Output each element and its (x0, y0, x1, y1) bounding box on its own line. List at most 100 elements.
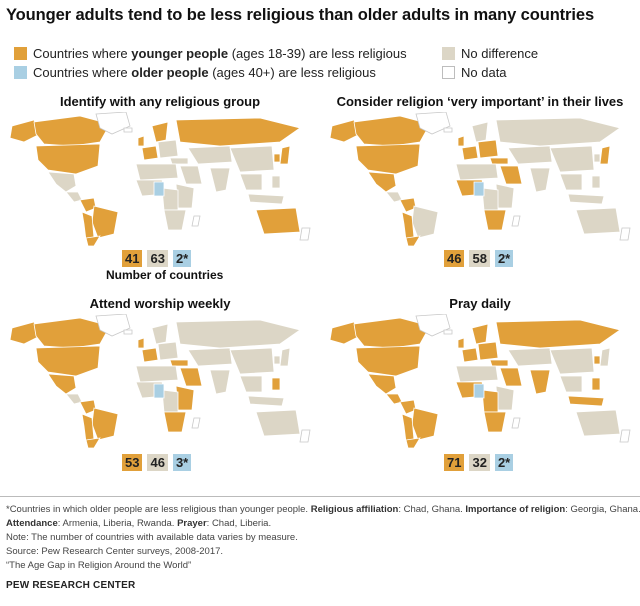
panel-title-importance: Consider religion ‘very important’ in th… (336, 94, 624, 109)
region-greenland (415, 314, 451, 337)
region-northafrica (455, 163, 499, 181)
counts-prayer: 71 32 2* (444, 454, 514, 471)
legend-older: Countries where older people (ages 40+) … (14, 65, 376, 80)
region-uk (137, 135, 145, 147)
region-usa (355, 143, 421, 175)
region-easteu (477, 139, 499, 159)
region-nz (299, 429, 311, 443)
region-brazil (411, 205, 439, 239)
region-seasia (239, 375, 263, 393)
region-chadghana (153, 181, 165, 197)
region-mexico (367, 373, 397, 395)
region-iceland (443, 127, 453, 133)
region-andes (401, 413, 415, 443)
region-southafrica (163, 209, 187, 231)
region-southcone (85, 437, 101, 449)
region-mideast (179, 165, 203, 185)
note-asterisk-text: *Countries in which older people are les… (6, 504, 311, 515)
legend-no-data-label: No data (461, 65, 507, 80)
note-importance-label: Importance of religion (465, 504, 566, 515)
region-philippines (591, 175, 601, 189)
note-attendance-countries: : Armenia, Liberia, Rwanda. (57, 518, 178, 529)
legend-no-data: No data (442, 65, 507, 80)
region-russia (495, 319, 621, 349)
region-chadghana (153, 383, 165, 399)
legend-older-suffix: (ages 40+) are less religious (212, 65, 376, 80)
region-canada (353, 317, 431, 349)
map-identify (9, 112, 311, 247)
region-russia (175, 117, 301, 147)
map-prayer (329, 314, 631, 449)
region-korea (593, 153, 601, 163)
region-korea (273, 355, 281, 365)
region-philippines (591, 377, 601, 391)
region-usa (35, 143, 101, 175)
legend-younger-prefix: Countries where (33, 46, 128, 61)
region-westeu (141, 347, 159, 363)
count-no-difference: 46 (147, 454, 168, 471)
region-nz (619, 429, 631, 443)
region-indonesia (567, 395, 605, 407)
region-scand (471, 323, 489, 345)
region-canada (33, 115, 111, 147)
note-importance-countries: : Georgia, Ghana. (565, 504, 640, 515)
region-southcone (405, 437, 421, 449)
legend-younger-suffix: (ages 18-39) are less religious (231, 46, 407, 61)
region-korea (593, 355, 601, 365)
region-madagascar (511, 215, 521, 227)
region-canada (33, 317, 111, 349)
count-older: 2* (494, 454, 514, 471)
region-china (229, 347, 275, 375)
region-northafrica (135, 365, 179, 383)
region-madagascar (191, 215, 201, 227)
region-centralasia (507, 145, 553, 165)
region-russia (495, 117, 621, 147)
counts-label: Number of countries (106, 268, 224, 282)
region-alaska (9, 321, 41, 345)
region-madagascar (191, 417, 201, 429)
region-greenland (415, 112, 451, 135)
region-greenland (95, 314, 131, 337)
region-nz (299, 227, 311, 241)
note-prayer-label: Prayer (177, 518, 207, 529)
note-line-1: *Countries in which older people are les… (6, 504, 640, 515)
count-no-difference: 32 (469, 454, 490, 471)
region-easteu (157, 139, 179, 159)
legend-swatch-no-difference (442, 47, 455, 60)
region-japan (599, 347, 611, 367)
region-easteu (477, 341, 499, 361)
region-centralam (385, 191, 403, 203)
region-centralam (385, 393, 403, 405)
report-title: “The Age Gap in Religion Around the Worl… (6, 560, 192, 571)
region-uk (137, 337, 145, 349)
region-china (229, 145, 275, 173)
region-indonesia (247, 395, 285, 407)
region-scand (471, 121, 489, 143)
region-iceland (123, 329, 133, 335)
region-scand (151, 323, 169, 345)
map-attendance (9, 314, 311, 449)
legend-younger: Countries where younger people (ages 18-… (14, 46, 407, 61)
region-japan (279, 145, 291, 165)
legend-younger-bold: younger people (131, 46, 229, 61)
region-mexico (367, 171, 397, 193)
region-nz (619, 227, 631, 241)
region-northafrica (135, 163, 179, 181)
region-brazil (411, 407, 439, 441)
region-andes (401, 211, 415, 241)
region-eastafrica (495, 183, 515, 209)
region-korea (273, 153, 281, 163)
region-india (529, 369, 551, 395)
region-centralam (65, 191, 83, 203)
count-older: 3* (172, 454, 192, 471)
region-chadghana (473, 383, 485, 399)
region-turkey (489, 157, 509, 165)
legend-older-prefix: Countries where (33, 65, 128, 80)
region-australia (575, 207, 621, 235)
region-mexico (47, 171, 77, 193)
map-importance (329, 112, 631, 247)
region-australia (575, 409, 621, 437)
divider (0, 496, 640, 497)
region-centralasia (507, 347, 553, 367)
region-japan (279, 347, 291, 367)
